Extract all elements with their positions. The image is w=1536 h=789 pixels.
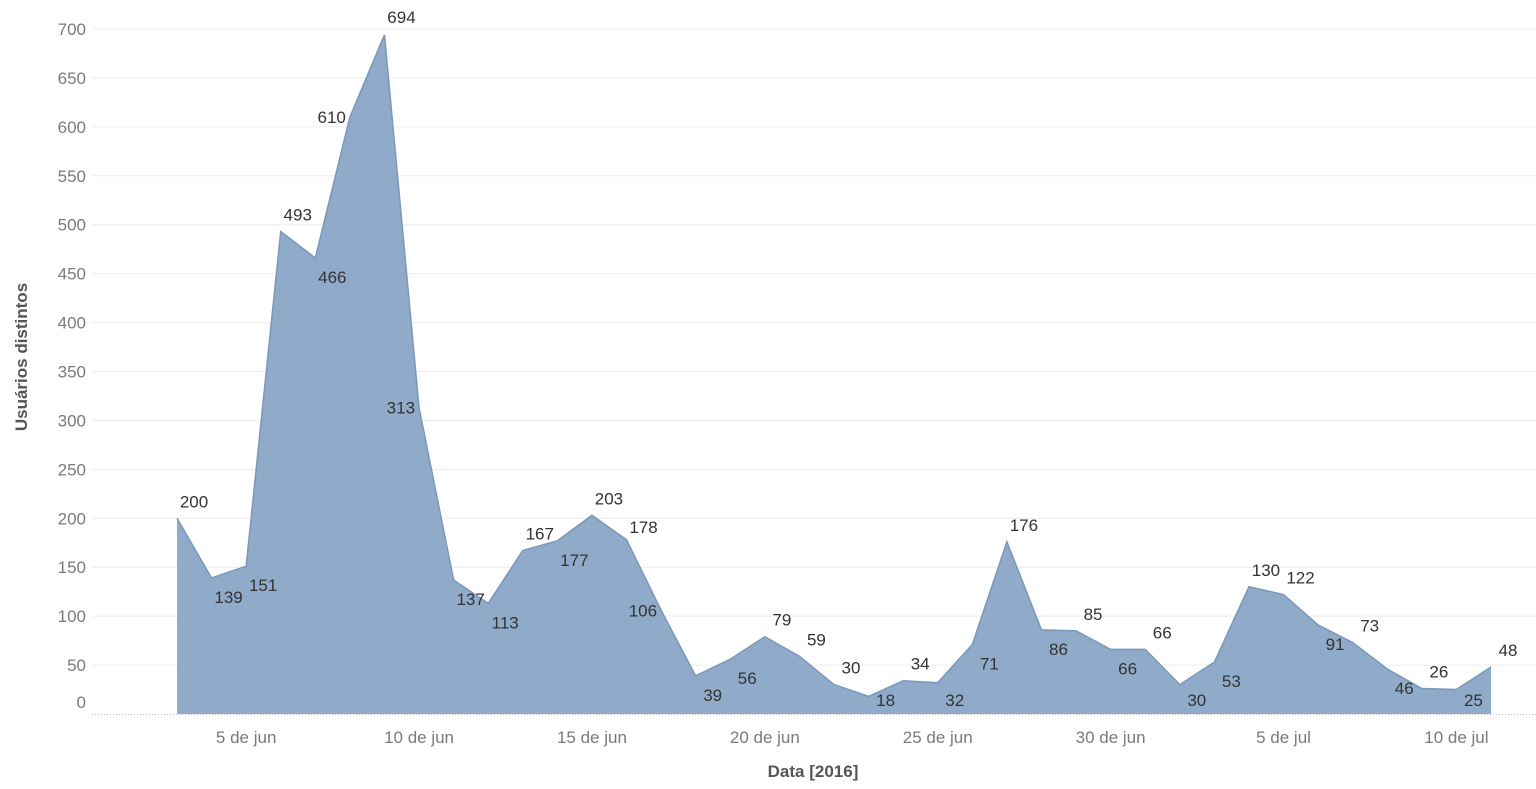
data-label: 203 <box>595 489 623 508</box>
y-tick-label: 200 <box>58 509 86 528</box>
data-label: 610 <box>318 108 346 127</box>
data-label: 176 <box>1010 516 1038 535</box>
data-label: 66 <box>1153 623 1172 642</box>
data-label: 85 <box>1084 605 1103 624</box>
data-label: 178 <box>629 518 657 537</box>
data-label: 39 <box>703 686 722 705</box>
data-label: 137 <box>456 590 484 609</box>
area-fill <box>177 34 1491 715</box>
y-tick-label: 100 <box>58 607 86 626</box>
y-axis: 0 50 100 150 200 250 300 350 400 450 500 550 600 650 7… <box>58 20 86 712</box>
data-label: 177 <box>560 551 588 570</box>
data-label: 59 <box>807 630 826 649</box>
data-label: 113 <box>492 613 519 632</box>
data-label: 122 <box>1286 569 1314 588</box>
data-labels: 200 139 151 493 466 610 694 313 137 113 167 177 203 1… <box>180 8 1518 710</box>
x-tick-label: 5 de jun <box>216 728 277 747</box>
x-axis-title: Data [2016] <box>768 762 859 781</box>
data-label: 34 <box>911 655 930 674</box>
y-tick-label: 500 <box>58 216 86 235</box>
x-tick-label: 20 de jun <box>730 728 800 747</box>
y-tick-label: 550 <box>58 167 86 186</box>
x-tick-label: 10 de jul <box>1424 728 1488 747</box>
data-label: 86 <box>1049 640 1068 659</box>
data-label: 18 <box>876 691 895 710</box>
data-label: 139 <box>214 588 242 607</box>
data-label: 167 <box>526 525 554 544</box>
data-label: 30 <box>1187 691 1206 710</box>
data-label: 73 <box>1360 617 1379 636</box>
data-label: 313 <box>387 399 415 418</box>
y-tick-label: 300 <box>58 411 86 430</box>
y-tick-label: 650 <box>58 69 86 88</box>
data-label: 46 <box>1395 679 1414 698</box>
x-tick-label: 30 de jun <box>1076 728 1146 747</box>
y-tick-label: 150 <box>58 558 86 577</box>
data-label: 493 <box>284 206 312 225</box>
data-label: 79 <box>772 611 791 630</box>
data-label: 26 <box>1429 663 1448 682</box>
y-tick-label: 400 <box>58 314 86 333</box>
y-axis-title: Usuários distintos <box>12 283 31 431</box>
data-label: 106 <box>629 601 657 620</box>
y-tick-label: 700 <box>58 20 86 39</box>
data-label: 30 <box>842 659 861 678</box>
data-label: 53 <box>1222 672 1241 691</box>
data-label: 56 <box>738 669 757 688</box>
x-axis: 5 de jun 10 de jun 15 de jun 20 de jun 25 de… <box>216 728 1489 747</box>
y-tick-label: 0 <box>77 693 86 712</box>
data-label: 71 <box>980 655 999 674</box>
area-line <box>176 34 1492 698</box>
data-label: 48 <box>1499 641 1518 660</box>
y-tick-label: 350 <box>58 363 86 382</box>
data-label: 25 <box>1464 691 1483 710</box>
y-tick-label: 50 <box>67 656 86 675</box>
data-label: 91 <box>1326 635 1345 654</box>
y-tick-label: 250 <box>58 460 86 479</box>
data-label: 200 <box>180 492 208 511</box>
data-label: 466 <box>318 268 346 287</box>
data-label: 32 <box>945 691 964 710</box>
x-tick-label: 15 de jun <box>557 728 627 747</box>
x-tick-label: 25 de jun <box>903 728 973 747</box>
x-tick-label: 10 de jun <box>384 728 454 747</box>
x-tick-label: 5 de jul <box>1256 728 1311 747</box>
data-label: 694 <box>387 8 415 27</box>
plot-area <box>176 34 1492 715</box>
data-label: 130 <box>1252 561 1280 580</box>
y-tick-label: 450 <box>58 265 86 284</box>
data-label: 151 <box>249 576 277 595</box>
y-tick-label: 600 <box>58 118 86 137</box>
data-label: 66 <box>1118 659 1137 678</box>
